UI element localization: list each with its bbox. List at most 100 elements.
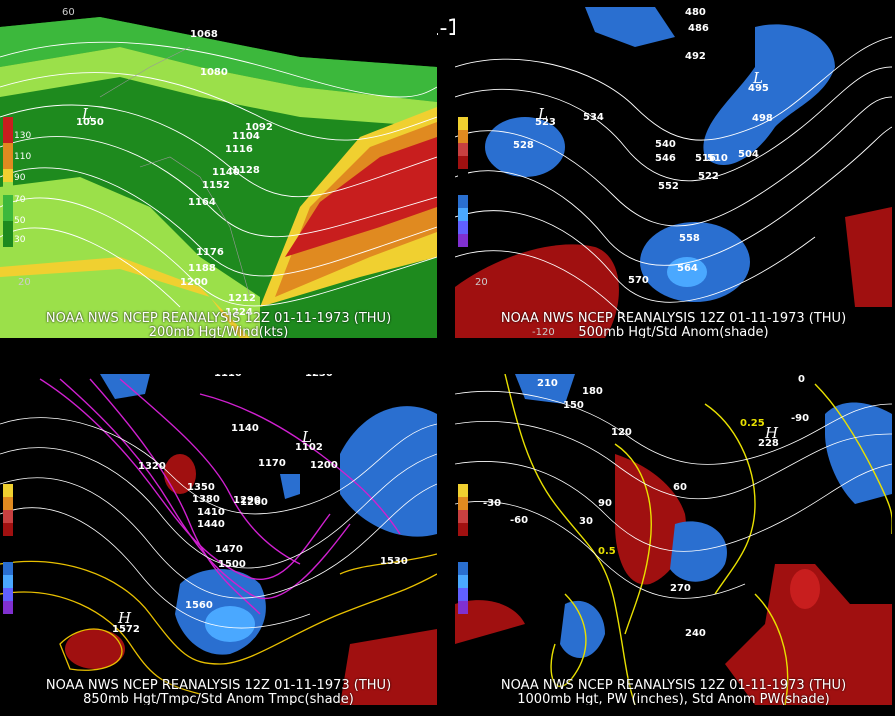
lat-label: 20 — [18, 277, 31, 288]
contour-label: -90 — [791, 413, 810, 424]
legend-label: 70 — [14, 195, 26, 205]
contour-label: 1530 — [380, 556, 408, 567]
contour-label: 1350 — [187, 482, 215, 493]
high-value: 228 — [758, 438, 779, 449]
contour-label: 558 — [679, 233, 700, 244]
contour-label: 0.5 — [598, 546, 616, 557]
legend-label: 90 — [14, 173, 26, 183]
contour-label: 120 — [611, 427, 632, 438]
contour-label: 1224 — [225, 307, 253, 318]
contour-label: 1200 — [180, 277, 208, 288]
contour-label: 1188 — [188, 263, 216, 274]
contour-label: 0 — [798, 374, 805, 385]
contour-label: 516 — [695, 153, 716, 164]
panel-caption: NOAA NWS NCEP REANALYSIS 12Z 01-11-1973 … — [45, 311, 392, 326]
contour-label: 270 — [670, 583, 691, 594]
map-500mb — [455, 7, 892, 338]
panel-caption: NOAA NWS NCEP REANALYSIS 12Z 01-11-1973 … — [500, 311, 847, 326]
contour-label: 498 — [752, 113, 773, 124]
low-value: 495 — [748, 83, 769, 94]
contour-label: 1152 — [202, 180, 230, 191]
contour-label: 1260 — [240, 497, 268, 508]
contour-label: 1104 — [232, 131, 260, 142]
legend-200mb — [3, 117, 13, 247]
contour-label: 1500 — [218, 559, 246, 570]
contour-label: 1116 — [225, 144, 253, 155]
lat-label: 60 — [62, 7, 75, 18]
low-value: 1102 — [295, 442, 323, 453]
contour-label: -60 — [510, 515, 529, 526]
contour-label: 570 — [628, 275, 649, 286]
legend-label: 50 — [14, 216, 26, 226]
contour-label: 1164 — [188, 197, 216, 208]
contour-label: 90 — [598, 498, 612, 509]
contour-label: 1410 — [197, 507, 225, 518]
contour-label: 210 — [537, 378, 558, 389]
legend-500mb — [458, 117, 468, 247]
contour-label: 0.25 — [740, 418, 765, 429]
contour-label: 546 — [655, 153, 676, 164]
contour-label: 1200 — [310, 460, 338, 471]
lon-label: -120 — [532, 327, 555, 338]
panel-subcaption: 1000mb Hgt, PW (inches), Std Anom PW(sha… — [517, 692, 830, 706]
legend-1000mb — [458, 484, 468, 614]
contour-label: 1290 — [233, 495, 261, 506]
contour-label: 1212 — [228, 293, 256, 304]
contour-label: 1230 — [305, 374, 333, 379]
panel-subcaption: 200mb Hgt/Wind(kts) — [148, 325, 289, 339]
contour-label: 534 — [583, 112, 604, 123]
contour-label: 1170 — [258, 458, 286, 469]
contour-label: 150 — [563, 400, 584, 411]
high-value: 1572 — [112, 624, 140, 635]
contour-label: 522 — [698, 171, 719, 182]
contour-label: 30 — [579, 516, 593, 527]
panel-200mb: 130 110 90 70 50 30 60 20 L 1050 1068 10… — [0, 7, 437, 338]
legend-label: 30 — [14, 235, 26, 245]
contour-label: 540 — [655, 139, 676, 150]
legend-850mb — [3, 484, 13, 614]
high-center: H — [118, 609, 132, 627]
map-1000mb — [455, 374, 892, 705]
legend-label: 130 — [14, 131, 32, 141]
low-value: 1050 — [76, 117, 104, 128]
contour-label: 240 — [685, 628, 706, 639]
contour-label: 1110 — [214, 374, 242, 379]
panel-500mb: L 523 L 495 480 486 492 498 504 510 516 … — [455, 7, 892, 338]
panel-caption: NOAA NWS NCEP REANALYSIS 12Z 01-11-1973 … — [500, 678, 847, 693]
contour-label: 492 — [685, 51, 706, 62]
panel-subcaption: 500mb Hgt/Std Anom(shade) — [578, 325, 769, 339]
high-center: H — [765, 424, 779, 442]
contour-label: 1092 — [245, 122, 273, 133]
contour-label: 1320 — [138, 461, 166, 472]
panel-1000mb: H 228 210 180 150 120 90 60 30 0 -30 -60… — [455, 374, 892, 705]
contour-label: 480 — [685, 7, 706, 18]
map-850mb — [0, 374, 437, 705]
low-center: L — [302, 428, 312, 446]
contour-label: 1560 — [185, 600, 213, 611]
contour-label: 564 — [677, 263, 698, 274]
contour-label: 552 — [658, 181, 679, 192]
contour-label: 504 — [738, 149, 759, 160]
contour-label: -30 — [483, 498, 502, 509]
low-center: L — [82, 105, 92, 123]
contour-label: 486 — [688, 23, 709, 34]
low-center: L — [538, 105, 548, 123]
panel-caption: NOAA NWS NCEP REANALYSIS 12Z 01-11-1973 … — [45, 678, 392, 693]
contour-label: 1140 — [212, 167, 240, 178]
low-value: 523 — [535, 117, 556, 128]
contour-label: 1068 — [190, 29, 218, 40]
contour-label: 1080 — [200, 67, 228, 78]
contour-label: 60 — [673, 482, 687, 493]
contour-label: 510 — [707, 153, 728, 164]
contour-label: 180 — [582, 386, 603, 397]
legend-label: 110 — [14, 152, 32, 162]
contour-label: 1470 — [215, 544, 243, 555]
contour-label: 1440 — [197, 519, 225, 530]
lat-label: 20 — [475, 277, 488, 288]
contour-label: 1140 — [231, 423, 259, 434]
panel-850mb: L 1102 H 1572 1110 1140 1170 1200 1230 1… — [0, 374, 437, 705]
contour-label: 1176 — [196, 247, 224, 258]
panel-subcaption: 850mb Hgt/Tmpc/Std Anom Tmpc(shade) — [83, 692, 354, 706]
contour-label: 528 — [513, 140, 534, 151]
map-200mb — [0, 7, 437, 338]
